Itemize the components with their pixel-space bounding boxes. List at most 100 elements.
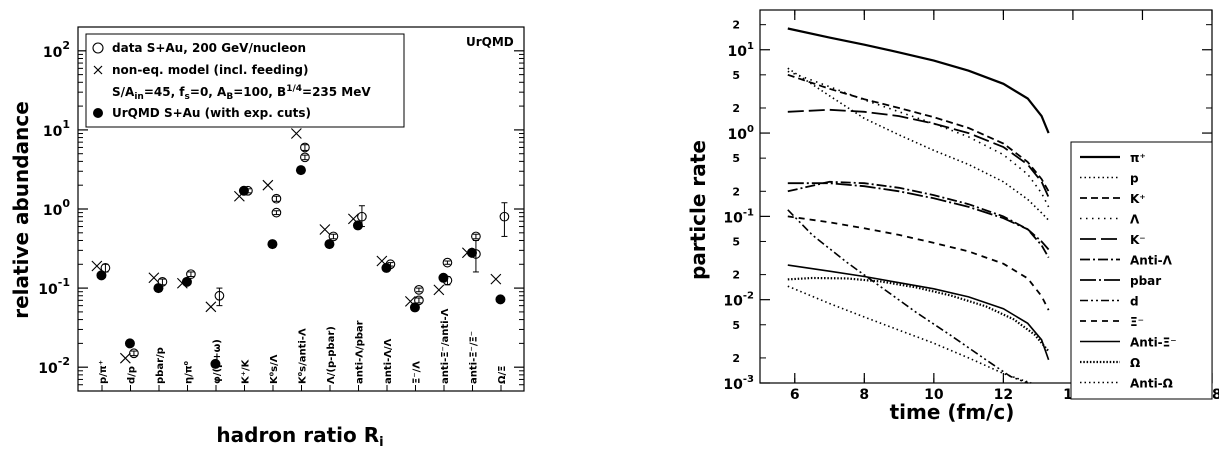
legend-label: d <box>1130 295 1139 309</box>
data-point <box>238 185 249 196</box>
y-tick-label: 101 <box>728 41 754 60</box>
data-point <box>433 284 445 296</box>
data-point <box>181 276 192 287</box>
left-x-axis-title: hadron ratio Ri <box>216 423 383 450</box>
data-point <box>153 283 164 294</box>
y-minor-tick-label: 5 <box>732 319 740 332</box>
legend-label: K⁻ <box>1130 233 1146 247</box>
right-legend-box <box>1070 141 1213 400</box>
data-point <box>214 290 225 301</box>
data-point <box>300 142 310 153</box>
x-category-label: K⁺/K <box>241 358 252 384</box>
data-point <box>495 294 506 305</box>
legend-label: data S+Au, 200 GeV/nucleon <box>112 41 306 55</box>
right-legend-item: p <box>1080 172 1139 186</box>
legend-label: Anti-Ω <box>1130 377 1173 391</box>
x-tick-label: 8 <box>859 387 869 403</box>
series-line-1 <box>787 27 1050 134</box>
series-line-10 <box>787 264 1050 361</box>
x-category-label: anti-Λ/Λ <box>383 338 394 384</box>
x-category-label: Ξ⁻/Λ <box>412 361 423 384</box>
right-x-axis-title: time (fm/c) <box>890 400 1015 424</box>
legend-label: Ξ⁻ <box>1130 315 1144 329</box>
left-legend-item-model: non-eq. model (incl. feeding) <box>93 63 308 77</box>
data-point <box>324 239 335 250</box>
legend-label: non-eq. model (incl. feeding) <box>112 63 308 77</box>
x-category-label: Λ/(p-pbar) <box>326 326 337 384</box>
right-legend-item: Anti-Λ <box>1080 254 1173 268</box>
y-tick-label: 100 <box>728 124 754 143</box>
data-point <box>290 128 302 139</box>
legend-label: K⁺ <box>1130 192 1146 206</box>
legend-label: UrQMD S+Au (with exp. cuts) <box>112 106 311 120</box>
y-minor-tick-label: 2 <box>732 102 740 115</box>
data-point <box>210 358 221 369</box>
data-point <box>328 231 339 242</box>
series-line-12 <box>787 285 1032 384</box>
legend-label: Λ <box>1130 213 1140 227</box>
y-tick-label: 10-2 <box>723 291 754 310</box>
y-tick-label: 10-1 <box>723 207 754 226</box>
left-legend-item-data: data S+Au, 200 GeV/nucleon <box>92 41 306 55</box>
y-tick-label: 100 <box>43 197 70 219</box>
legend-label: π⁺ <box>1130 151 1146 165</box>
y-tick-label: 101 <box>43 118 70 140</box>
x-category-label: d/p <box>127 366 138 384</box>
data-point <box>124 338 135 349</box>
x-tick-label: 12 <box>994 387 1013 403</box>
y-minor-tick-label: 2 <box>732 269 740 282</box>
data-point <box>466 247 477 258</box>
y-tick-label: 10-1 <box>38 276 70 298</box>
x-category-label: pbar/p <box>155 347 166 384</box>
series-filled-circle <box>96 165 506 369</box>
data-point <box>96 270 107 281</box>
data-point <box>357 211 367 222</box>
left-legend-item-params: S/Ain=45, fs=0, AB=100, B1/4=235 MeV <box>112 84 371 102</box>
series-line-5 <box>787 108 1050 198</box>
x-category-label: Ω/Ξ <box>497 366 508 384</box>
series-line-11 <box>787 276 1050 353</box>
x-tick-label: 10 <box>924 387 944 403</box>
right-y-axis-title: particle rate <box>686 140 710 280</box>
y-tick-label: 10-3 <box>723 374 754 393</box>
legend-label: pbar <box>1130 274 1161 288</box>
legend-marker-cross <box>93 65 103 75</box>
right-legend: π⁺ p K⁺ Λ K⁻ Anti-Λ pbar d Ξ⁻ Anti-Ξ⁻ Ω Anti-Ω <box>1070 141 1213 400</box>
right-legend-item: pbar <box>1080 274 1161 288</box>
x-category-label: p/π⁺ <box>98 360 109 384</box>
y-minor-tick-label: 5 <box>732 235 740 248</box>
data-point <box>352 220 363 231</box>
right-legend-item: Λ <box>1080 213 1140 227</box>
legend-marker-open-circle <box>92 42 104 54</box>
legend-label: Anti-Ξ⁻ <box>1130 336 1177 350</box>
data-point <box>100 263 111 273</box>
data-point <box>271 207 282 218</box>
data-point <box>409 302 420 313</box>
left-annotation: UrQMD <box>466 35 514 49</box>
legend-label-params: S/Ain=45, fs=0, AB=100, B1/4=235 MeV <box>112 84 371 102</box>
left-legend-box <box>85 33 405 128</box>
data-point <box>438 272 449 283</box>
right-legend-item: π⁺ <box>1080 151 1146 165</box>
left-legend-item-urqmd: UrQMD S+Au (with exp. cuts) <box>93 106 311 120</box>
data-point <box>267 239 278 250</box>
series-line-6 <box>787 180 1050 259</box>
x-category-label: anti-Λ/pbar <box>355 320 366 384</box>
right-legend-item: K⁺ <box>1080 192 1146 206</box>
data-point <box>271 193 282 204</box>
data-point <box>442 257 453 268</box>
y-minor-tick-label: 2 <box>732 185 740 198</box>
data-point <box>414 285 424 295</box>
y-minor-tick-label: 2 <box>732 19 740 32</box>
right-legend-item: K⁻ <box>1080 233 1146 247</box>
left-x-axis-categories: p/π⁺d/ppbar/pη/π⁰φ/(ρ+ω)K⁺/KK⁰s/ΛK⁰s/ant… <box>98 308 508 391</box>
left-legend: data S+Au, 200 GeV/nucleon non-eq. model… <box>85 33 405 128</box>
left-y-axis-title: relative abundance <box>9 101 33 319</box>
y-tick-label: 102 <box>43 39 70 61</box>
x-category-label: K⁰s/anti-Λ <box>298 328 309 384</box>
legend-label: Ω <box>1130 356 1140 370</box>
data-point <box>262 179 274 191</box>
